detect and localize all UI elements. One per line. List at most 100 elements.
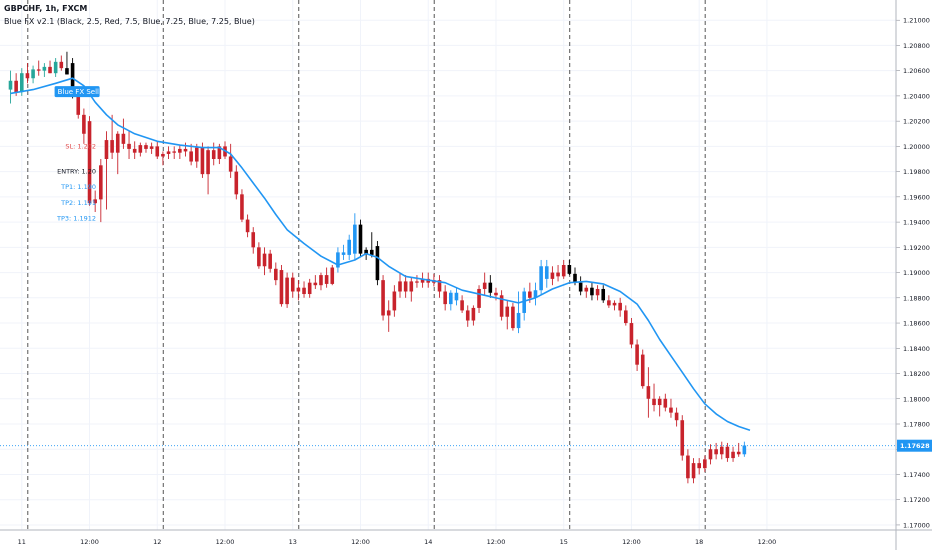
candle-body xyxy=(257,247,261,267)
sell-signal-badge xyxy=(54,86,100,98)
candle-body xyxy=(635,344,639,365)
candle-body xyxy=(449,292,453,305)
candle-body xyxy=(731,451,735,459)
candle-body xyxy=(595,288,600,296)
sell-signal-label: Blue FX Sell xyxy=(58,88,99,96)
candle-body xyxy=(725,446,730,459)
candle-body xyxy=(499,295,504,317)
x-tick-label: 11 xyxy=(18,538,26,546)
candle-body xyxy=(104,140,109,159)
candle-body xyxy=(161,153,165,157)
candle-body xyxy=(228,156,233,172)
candle-body xyxy=(369,249,374,255)
candle-body xyxy=(646,386,651,399)
candle-body xyxy=(505,306,510,317)
candle-body xyxy=(217,146,222,159)
x-tick-label: 12 xyxy=(153,538,161,546)
candle-body xyxy=(375,246,380,281)
candle-body xyxy=(31,69,35,79)
candle-body xyxy=(607,300,611,306)
x-tick-label: 18 xyxy=(695,538,703,546)
candle-body xyxy=(415,281,419,283)
candle-body xyxy=(437,280,442,292)
candle-body xyxy=(561,265,566,277)
candle-body xyxy=(578,282,583,292)
candle-body xyxy=(251,232,256,248)
candle-body xyxy=(703,459,707,469)
x-tick-label: 12:00 xyxy=(622,538,641,546)
candle-body xyxy=(48,66,52,74)
candle-body xyxy=(189,151,193,162)
candle-body xyxy=(511,306,515,329)
candle-body xyxy=(482,282,487,289)
last-price-label: 1.17628 xyxy=(900,442,930,450)
candle-body xyxy=(550,272,555,279)
candle-body xyxy=(172,151,177,153)
candle-body xyxy=(528,291,532,298)
trade-level-label: TP2: 1.191 xyxy=(60,199,96,207)
candle-body xyxy=(714,449,718,455)
candle-body xyxy=(127,143,131,149)
y-tick-label: 1.18400 xyxy=(903,345,930,353)
candle-body xyxy=(686,455,690,479)
y-tick-label: 1.19400 xyxy=(903,219,930,227)
candle-body xyxy=(443,291,447,305)
candle-body xyxy=(211,150,216,159)
candle-body xyxy=(624,310,628,324)
y-tick-label: 1.17400 xyxy=(903,471,930,479)
candle-body xyxy=(99,165,103,200)
y-tick-label: 1.18200 xyxy=(903,370,930,378)
candle-body xyxy=(386,310,391,316)
candle-body xyxy=(539,266,543,291)
candle-body xyxy=(296,287,301,292)
y-tick-label: 1.17800 xyxy=(903,421,930,429)
candle-body xyxy=(115,133,120,153)
candle-body xyxy=(268,253,272,269)
candle-body xyxy=(640,354,645,387)
candle-body xyxy=(669,407,673,413)
candle-body xyxy=(319,275,323,286)
y-tick-label: 1.17000 xyxy=(903,521,930,529)
candle-body xyxy=(584,287,589,292)
candle-body xyxy=(70,63,75,96)
candle-body xyxy=(234,171,239,195)
candle-body xyxy=(132,148,137,153)
indicator-legend: Blue FX v2.1 (Black, 2.5, Red, 7.5, Blue… xyxy=(4,17,255,26)
candle-body xyxy=(556,272,560,277)
candle-body xyxy=(155,146,160,157)
candle-body xyxy=(313,282,318,286)
x-tick-label: 15 xyxy=(560,538,568,546)
x-tick-label: 12:00 xyxy=(758,538,777,546)
y-tick-label: 1.19000 xyxy=(903,269,930,277)
candle-body xyxy=(663,398,668,408)
candle-body xyxy=(691,463,696,479)
candle-body xyxy=(601,288,606,301)
y-tick-label: 1.20400 xyxy=(903,92,930,100)
candle-body xyxy=(274,268,278,281)
x-tick-label: 12:00 xyxy=(351,538,370,546)
y-tick-label: 1.21000 xyxy=(903,17,930,25)
trade-level-label: TP1: 1.190 xyxy=(60,183,96,191)
last-price-badge xyxy=(897,439,932,452)
candle-body xyxy=(460,300,464,311)
candle-body xyxy=(25,73,30,79)
candle-body xyxy=(87,121,92,204)
candle-body xyxy=(8,80,13,90)
candle-body xyxy=(358,224,363,254)
candle-body xyxy=(121,133,126,144)
candle-body xyxy=(629,323,634,345)
y-tick-label: 1.18600 xyxy=(903,320,930,328)
candle-body xyxy=(183,148,188,152)
candle-body xyxy=(65,68,69,75)
y-tick-label: 1.20200 xyxy=(903,118,930,126)
trade-level-label: TP3: 1.1912 xyxy=(56,214,96,222)
candle-body xyxy=(652,398,656,406)
y-tick-label: 1.18800 xyxy=(903,294,930,302)
candle-body xyxy=(302,287,306,295)
candle-body xyxy=(364,249,368,254)
candle-body xyxy=(494,292,498,296)
candle-body xyxy=(657,398,662,406)
x-tick-label: 12:00 xyxy=(80,538,99,546)
